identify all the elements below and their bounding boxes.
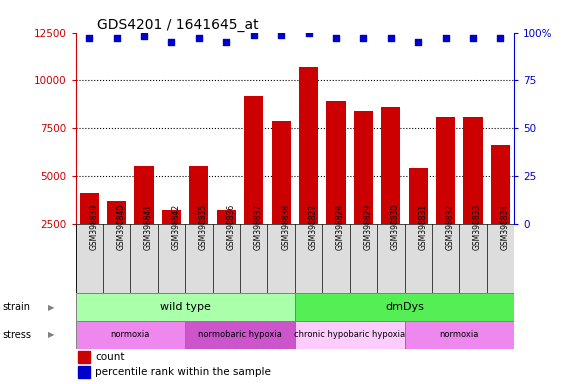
Text: GSM398837: GSM398837 bbox=[254, 204, 263, 250]
Text: GSM398839: GSM398839 bbox=[89, 204, 98, 250]
Text: GSM398834: GSM398834 bbox=[500, 204, 510, 250]
Bar bbox=[80, 193, 99, 271]
Text: GSM398841: GSM398841 bbox=[144, 204, 153, 250]
Bar bbox=[271, 121, 290, 271]
Text: chronic hypobaric hypoxia: chronic hypobaric hypoxia bbox=[294, 331, 406, 339]
Text: GSM398833: GSM398833 bbox=[473, 204, 482, 250]
Bar bbox=[76, 321, 185, 349]
Bar bbox=[491, 146, 510, 271]
Text: GSM398840: GSM398840 bbox=[117, 204, 125, 250]
Bar bbox=[162, 210, 181, 271]
Text: GSM398829: GSM398829 bbox=[363, 204, 372, 250]
Text: stress: stress bbox=[3, 330, 32, 340]
Point bbox=[331, 35, 340, 41]
Text: dmDys: dmDys bbox=[385, 302, 424, 312]
Text: GSM398836: GSM398836 bbox=[227, 204, 235, 250]
Text: GSM398827: GSM398827 bbox=[309, 204, 318, 250]
Bar bbox=[408, 168, 428, 271]
Bar bbox=[185, 321, 295, 349]
Text: GSM398828: GSM398828 bbox=[336, 204, 345, 250]
Point bbox=[304, 30, 313, 36]
Bar bbox=[78, 366, 90, 377]
Bar bbox=[299, 67, 318, 271]
Text: wild type: wild type bbox=[160, 302, 211, 312]
Text: strain: strain bbox=[3, 302, 31, 312]
Text: GSM398832: GSM398832 bbox=[446, 204, 455, 250]
Bar bbox=[244, 96, 263, 271]
Text: count: count bbox=[95, 352, 125, 362]
Bar bbox=[354, 111, 373, 271]
Point bbox=[112, 35, 121, 41]
Point bbox=[386, 35, 396, 41]
Text: percentile rank within the sample: percentile rank within the sample bbox=[95, 367, 271, 377]
Bar bbox=[107, 201, 126, 271]
Point bbox=[468, 35, 478, 41]
Point bbox=[85, 35, 94, 41]
Text: normobaric hypoxia: normobaric hypoxia bbox=[198, 331, 282, 339]
Point bbox=[194, 35, 203, 41]
Text: GSM398842: GSM398842 bbox=[171, 204, 181, 250]
Bar bbox=[217, 210, 236, 271]
Bar bbox=[327, 101, 346, 271]
Bar bbox=[381, 107, 400, 271]
Bar bbox=[436, 117, 456, 271]
Text: normoxia: normoxia bbox=[440, 331, 479, 339]
Point bbox=[167, 39, 176, 45]
Text: ▶: ▶ bbox=[48, 331, 54, 339]
Bar bbox=[295, 293, 514, 321]
Point bbox=[277, 31, 286, 38]
Point bbox=[139, 33, 149, 40]
Bar bbox=[464, 117, 483, 271]
Point bbox=[441, 35, 450, 41]
Text: GSM398831: GSM398831 bbox=[418, 204, 427, 250]
Point bbox=[414, 39, 423, 45]
Text: GSM398838: GSM398838 bbox=[281, 204, 290, 250]
Text: normoxia: normoxia bbox=[110, 331, 150, 339]
Bar bbox=[189, 166, 209, 271]
Point bbox=[249, 31, 259, 38]
Text: ▶: ▶ bbox=[48, 303, 54, 312]
Text: GSM398835: GSM398835 bbox=[199, 204, 208, 250]
Point bbox=[358, 35, 368, 41]
Bar bbox=[295, 321, 404, 349]
Bar bbox=[404, 321, 514, 349]
Point bbox=[496, 35, 505, 41]
Text: GSM398830: GSM398830 bbox=[391, 204, 400, 250]
Bar bbox=[134, 166, 153, 271]
Bar bbox=[78, 351, 90, 363]
Text: GDS4201 / 1641645_at: GDS4201 / 1641645_at bbox=[98, 18, 259, 31]
Point bbox=[222, 39, 231, 45]
Bar bbox=[76, 293, 295, 321]
